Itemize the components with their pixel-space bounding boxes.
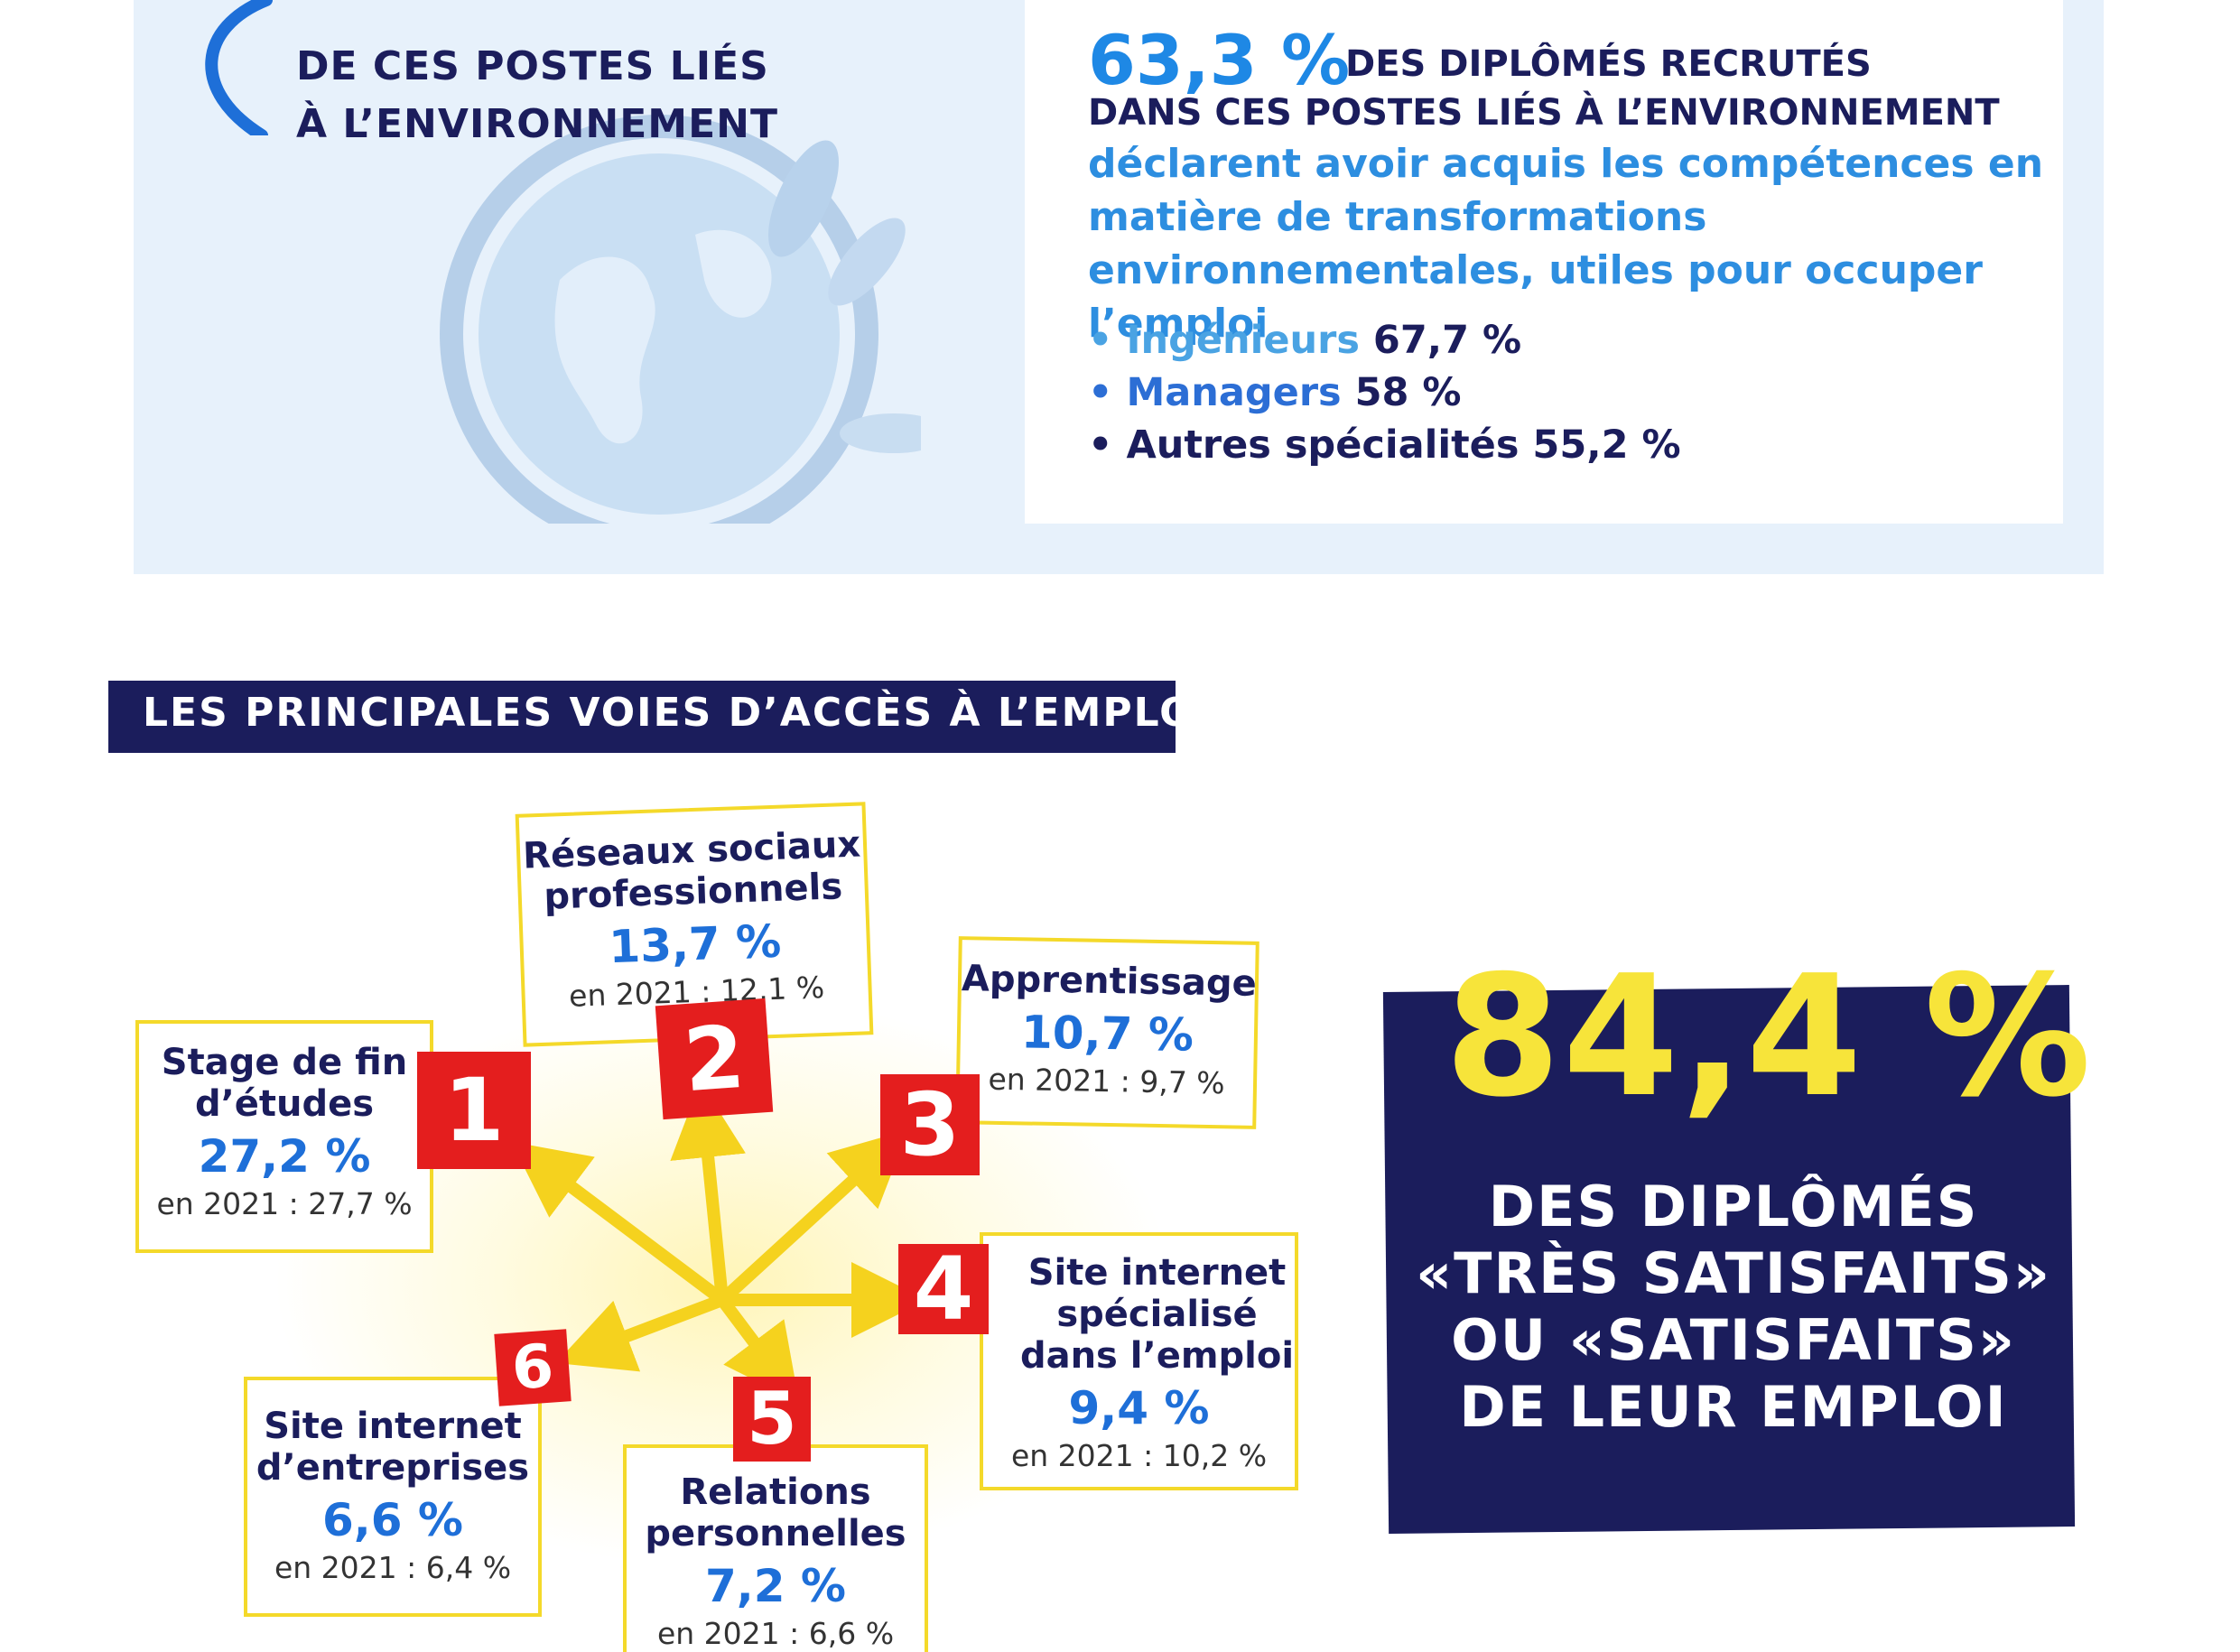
satisfaction-line2: «TRÈS SATISFAITS» — [1416, 1240, 2051, 1306]
channel-value: 6,6 % — [321, 1494, 464, 1546]
channel-prev: en 2021 : 27,7 % — [156, 1186, 413, 1221]
arrow-2 — [670, 1081, 746, 1301]
channel-label: Site internet d’entreprises — [256, 1406, 530, 1489]
channel-number-5: 5 — [733, 1377, 811, 1462]
globe-icon — [440, 115, 921, 524]
arrow-5 — [717, 1295, 800, 1403]
channel-card-6: Site internet d’entreprises 6,6 % en 202… — [244, 1377, 542, 1617]
channel-number-1: 1 — [417, 1052, 531, 1169]
bullet-label: • Autres spécialités — [1088, 422, 1520, 468]
bullet-label: • Managers — [1088, 370, 1342, 415]
bullet-autres: • Autres spécialités 55,2 % — [1088, 419, 1681, 471]
satisfaction-caption: DES DIPLÔMÉS «TRÈS SATISFAITS» OU «SATIS… — [1390, 1174, 2077, 1441]
channel-card-3: Apprentissage 10,7 % en 2021 : 9,7 % — [955, 936, 1259, 1129]
env-line1-prefix: DE CES POSTES — [296, 43, 670, 89]
competences-body: déclarent avoir acquis les compétences e… — [1088, 141, 2044, 347]
satisfaction-line3: OU «SATISFAITS» — [1451, 1307, 2016, 1373]
channel-number-6: 6 — [494, 1329, 572, 1406]
channel-value: 10,7 % — [1020, 1006, 1194, 1062]
channel-number-3: 3 — [880, 1074, 980, 1175]
competences-heading-2: DANS CES POSTES LIÉS À L’ENVIRONNEMENT — [1088, 92, 2000, 134]
satisfaction-percentage: 84,4 % — [1445, 939, 2094, 1134]
channel-card-5: Relations personnelles 7,2 % en 2021 : 6… — [623, 1444, 928, 1652]
channel-label: Relations personnelles — [645, 1471, 906, 1555]
channel-value: 7,2 % — [704, 1560, 847, 1612]
arrow-1 — [511, 1141, 727, 1305]
bullet-label: • Ingénieurs — [1088, 318, 1360, 363]
environment-posts-caption: DE CES POSTES LIÉS À L’ENVIRONNEMENT — [296, 38, 778, 153]
channel-label: Stage de fin d’études — [161, 1042, 408, 1125]
channel-label: Apprentissage — [961, 958, 1258, 1005]
percentage-ring-fragment — [205, 0, 273, 135]
bullet-value: 58 % — [1354, 370, 1462, 415]
arrow-6 — [555, 1294, 725, 1372]
satisfaction-line4: DE LEUR EMPLOI — [1459, 1374, 2008, 1440]
competences-card — [1025, 0, 2063, 524]
channel-value: 13,7 % — [608, 914, 783, 974]
bullet-ingenieurs: • Ingénieurs 67,7 % — [1088, 314, 1681, 367]
channel-prev: en 2021 : 9,7 % — [988, 1061, 1225, 1101]
channel-label: Site internet spécialisé dans l’emploi — [1019, 1252, 1295, 1377]
env-line2: À L’ENVIRONNEMENT — [296, 101, 778, 147]
channel-prev: en 2021 : 10,2 % — [1010, 1438, 1268, 1473]
arrow-3 — [718, 1129, 908, 1305]
channel-label: Réseaux sociaux professionnels — [522, 823, 861, 918]
channel-card-4: Site internet spécialisé dans l’emploi 9… — [980, 1232, 1298, 1490]
bullet-value: 55,2 % — [1532, 422, 1681, 468]
satisfaction-line1: DES DIPLÔMÉS — [1488, 1174, 1979, 1239]
bullet-managers: • Managers 58 % — [1088, 367, 1681, 419]
channel-number-4: 4 — [898, 1244, 989, 1334]
channel-prev: en 2021 : 6,6 % — [656, 1616, 895, 1651]
channel-number-2: 2 — [655, 998, 774, 1120]
channel-value: 9,4 % — [1068, 1382, 1210, 1434]
competences-heading-1: DES DIPLÔMÉS RECRUTÉS — [1345, 43, 1872, 85]
env-line1-emph: LIÉS — [669, 43, 769, 89]
competences-bullets: • Ingénieurs 67,7 % • Managers 58 % • Au… — [1088, 314, 1681, 471]
competences-percentage: 63,3 % — [1088, 20, 1351, 100]
channel-prev: en 2021 : 6,4 % — [274, 1550, 512, 1585]
section-title: LES PRINCIPALES VOIES D’ACCÈS À L’EMPLOI — [143, 690, 1212, 736]
bullet-value: 67,7 % — [1372, 318, 1522, 363]
channel-card-1: Stage de fin d’études 27,2 % en 2021 : 2… — [135, 1020, 433, 1253]
section-band — [108, 681, 1176, 753]
channel-value: 27,2 % — [198, 1130, 371, 1183]
